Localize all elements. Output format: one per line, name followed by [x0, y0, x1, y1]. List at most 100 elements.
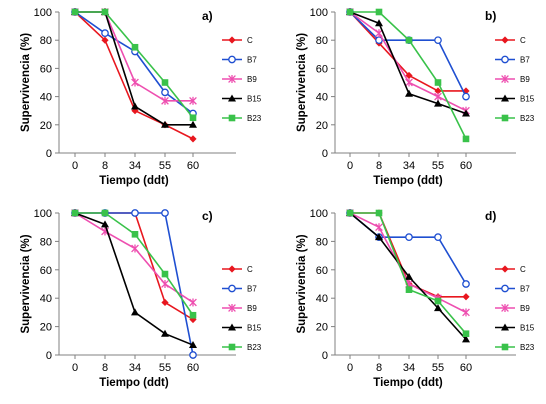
legend-label: C	[247, 36, 253, 45]
data-point	[161, 280, 169, 288]
y-tick-label: 100	[310, 7, 328, 19]
legend-marker	[228, 36, 236, 44]
x-tick-label: 34	[129, 362, 141, 374]
legend-marker	[228, 94, 236, 102]
y-tick-label: 0	[322, 350, 328, 362]
legend-label: C	[520, 265, 526, 274]
y-tick-label: 100	[34, 7, 52, 19]
legend-item: B7	[495, 285, 530, 294]
y-tick-label: 0	[322, 148, 328, 160]
data-point	[131, 231, 139, 238]
data-point	[434, 304, 442, 312]
y-tick-label: 0	[46, 148, 52, 160]
y-tick-label: 60	[316, 265, 328, 277]
legend-item: B23	[222, 343, 262, 352]
data-point	[434, 297, 442, 305]
x-tick-label: 8	[376, 362, 382, 374]
data-point	[434, 79, 442, 86]
data-point	[462, 92, 470, 101]
legend-label: B7	[520, 56, 530, 65]
data-point	[434, 92, 442, 101]
legend-label: B15	[247, 95, 262, 104]
x-tick-label: 0	[347, 160, 353, 172]
y-tick-label: 20	[40, 322, 52, 334]
data-point	[101, 36, 109, 44]
data-point	[375, 8, 383, 16]
series-B15	[346, 209, 470, 343]
legend-marker	[501, 304, 509, 312]
legend-marker	[228, 75, 236, 83]
data-point	[161, 298, 169, 307]
data-point	[405, 78, 413, 87]
data-point	[161, 88, 169, 97]
x-tick-label: 34	[129, 160, 141, 172]
legend-label: B23	[520, 343, 535, 352]
series-line	[74, 11, 194, 115]
data-point	[462, 280, 470, 288]
series-B15	[71, 209, 197, 349]
legend-marker	[501, 94, 509, 102]
data-point	[434, 99, 442, 107]
legend-item: B9	[222, 304, 257, 313]
legend-label: B7	[247, 285, 257, 294]
panel-label: d)	[485, 209, 496, 223]
data-point	[462, 109, 470, 117]
series-C	[71, 209, 197, 324]
legend: C B7 B9 B15 B23	[222, 265, 262, 352]
legend-item: C	[222, 265, 253, 274]
x-axis-title: Tiempo (ddt)	[373, 377, 443, 389]
data-point	[434, 36, 442, 45]
data-point	[405, 89, 413, 97]
legend-item: B7	[495, 56, 530, 65]
chart-panel-1: 0 20 40 60 80 100 0 8 34 55 60 Tiempo (ddt) Superviv…	[20, 7, 262, 187]
legend-item: B23	[222, 114, 262, 123]
data-point	[189, 298, 197, 307]
panel-label: a)	[202, 9, 213, 23]
series-line	[349, 212, 467, 285]
legend-item: C	[222, 36, 253, 45]
data-point	[189, 311, 197, 319]
y-tick-label: 40	[316, 92, 328, 104]
y-tick-label: 80	[316, 236, 328, 248]
legend-marker	[228, 265, 236, 273]
data-point	[405, 286, 413, 293]
legend-label: C	[520, 36, 526, 45]
y-tick-label: 80	[316, 35, 328, 47]
chart-panel-3: 0 20 40 60 80 100 0 8 34 55 60 Tiempo (ddt) Superviv…	[20, 208, 262, 389]
data-point	[375, 209, 383, 217]
data-point	[131, 102, 139, 110]
data-point	[161, 79, 169, 86]
legend-item: B7	[222, 56, 257, 65]
series-B23	[71, 209, 197, 319]
y-tick-label: 20	[40, 120, 52, 132]
data-point	[462, 335, 470, 343]
legend-marker	[501, 323, 509, 331]
y-axis-title: Supervivencia (%)	[20, 33, 32, 132]
legend-marker	[501, 265, 509, 273]
data-point	[131, 209, 139, 217]
x-axis-title: Tiempo (ddt)	[99, 377, 169, 389]
data-point	[161, 329, 169, 337]
x-tick-label: 8	[102, 362, 108, 374]
series-B15	[346, 8, 470, 117]
legend-label: B9	[520, 75, 530, 84]
legend-item: C	[495, 36, 526, 45]
data-point	[375, 29, 383, 38]
x-tick-label: 60	[460, 362, 472, 374]
series-line	[74, 11, 194, 140]
data-point	[161, 209, 169, 217]
data-point	[131, 43, 139, 51]
x-tick-label: 0	[347, 362, 353, 374]
series-line	[350, 212, 467, 335]
x-tick-label: 55	[432, 362, 444, 374]
data-point	[462, 135, 470, 143]
legend-marker	[228, 114, 236, 122]
data-point	[189, 135, 197, 143]
y-axis-title: Supervivencia (%)	[296, 33, 308, 132]
legend-marker	[228, 343, 236, 351]
x-tick-label: 60	[187, 160, 199, 172]
legend-marker	[228, 55, 236, 64]
series-C	[71, 8, 197, 143]
data-point	[189, 351, 197, 359]
y-tick-label: 60	[40, 63, 52, 75]
